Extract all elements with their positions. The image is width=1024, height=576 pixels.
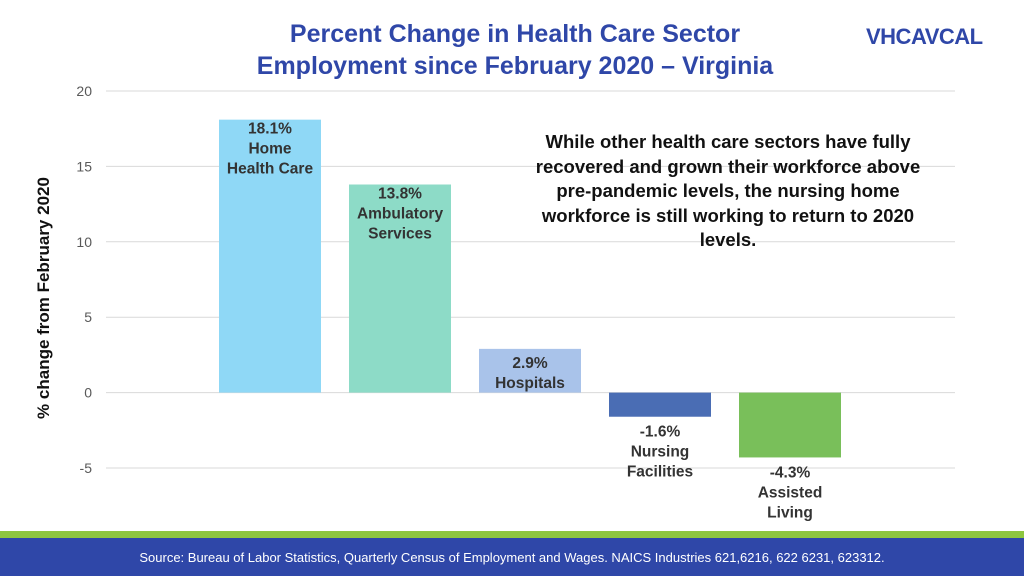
data-label: 2.9% — [512, 355, 548, 372]
bar — [609, 392, 711, 417]
data-label: 18.1% — [248, 121, 292, 138]
data-label: Living — [767, 504, 813, 521]
bar — [479, 348, 581, 393]
y-tick-label: 10 — [76, 234, 92, 250]
vhca-vcal-logo: VHCAVCAL — [862, 20, 1007, 50]
data-label: Health Care — [227, 161, 314, 178]
chart-title-line-1: Percent Change in Health Care Sector — [289, 20, 741, 48]
bar — [219, 119, 321, 393]
data-label: Facilities — [627, 464, 693, 481]
y-tick-label: -5 — [80, 460, 93, 476]
y-axis-label: % change from February 2020 — [34, 177, 53, 419]
y-tick-label: 5 — [84, 309, 92, 325]
footer-accent-band — [0, 531, 1024, 538]
logo-text-vhca: VHCA — [866, 24, 925, 49]
data-label: Ambulatory — [357, 205, 444, 222]
logo-text: VHCAVCAL — [866, 24, 983, 50]
source-note: Source: Bureau of Labor Statistics, Quar… — [139, 549, 885, 565]
y-tick-label: 0 — [84, 385, 92, 401]
data-label: Home — [248, 141, 291, 158]
data-label: Hospitals — [495, 375, 565, 392]
data-label: Services — [368, 225, 432, 242]
footer-bar: Source: Bureau of Labor Statistics, Quar… — [0, 538, 1024, 576]
chart-title-line-2: Employment since February 2020 – Virgini… — [256, 52, 774, 80]
data-label: -4.3% — [770, 464, 811, 481]
data-label: 13.8% — [378, 185, 422, 202]
data-label: Nursing — [631, 444, 690, 461]
bar — [349, 184, 451, 393]
data-label: Assisted — [758, 484, 823, 501]
bar — [739, 392, 841, 458]
y-tick-label: 15 — [76, 158, 92, 174]
logo-text-vcal: VCAL — [924, 24, 983, 49]
chart-title: Percent Change in Health Care Sector Emp… — [160, 18, 870, 82]
data-label: -1.6% — [640, 424, 681, 441]
y-tick-label: 20 — [76, 83, 92, 99]
chart-annotation: While other health care sectors have ful… — [535, 131, 921, 250]
